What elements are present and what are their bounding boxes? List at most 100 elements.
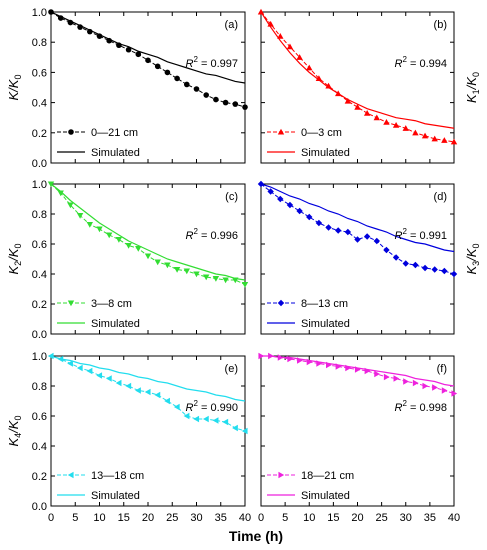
measured-point <box>431 266 438 273</box>
measured-point <box>441 267 448 275</box>
measured-point <box>325 82 332 89</box>
measured-point <box>222 99 229 106</box>
measured-point <box>96 226 103 233</box>
measured-point <box>354 103 361 110</box>
measured-point <box>412 261 419 269</box>
measured-point <box>257 180 265 188</box>
measured-point <box>296 54 303 60</box>
x-tick-label: 5 <box>282 512 288 524</box>
x-tick-label: 30 <box>190 512 202 524</box>
y-tick-label: 1.0 <box>32 351 47 363</box>
measured-point <box>76 212 84 219</box>
measured-point <box>77 24 83 30</box>
measured-point <box>173 266 181 273</box>
measured-point <box>335 90 342 97</box>
x-tick-label: 0 <box>48 512 54 524</box>
measured-point <box>354 366 361 373</box>
measured-point <box>232 101 239 107</box>
panels-layer: 0.0 0.2 0.4 0.6 0.8 1.0 (a) R2 = 0.997 0—21 cm Si… <box>6 7 481 524</box>
measured-point <box>344 228 352 236</box>
x-tick-label: 25 <box>166 512 178 524</box>
measured-point <box>450 270 458 278</box>
measured-point <box>374 370 380 378</box>
measured-point <box>106 375 112 382</box>
panel-a: 0.0 0.2 0.4 0.6 0.8 1.0 (a) R2 = 0.997 0—21 cm Si… <box>6 7 248 170</box>
y-tick-label: 1.0 <box>32 179 47 191</box>
measured-point <box>325 361 332 369</box>
measured-point <box>222 418 229 426</box>
legend-simulated-label: Simulated <box>91 147 140 159</box>
legend-measured-marker <box>68 129 74 135</box>
r-squared-label: R2 = 0.994 <box>395 55 447 70</box>
x-tick-label: 0 <box>258 512 264 524</box>
measured-point <box>125 382 132 390</box>
measured-point <box>96 372 103 379</box>
measured-point <box>373 114 380 121</box>
legend-measured-label: 8—13 cm <box>301 298 348 310</box>
measured-point <box>392 122 400 128</box>
legend-simulated-label: Simulated <box>301 318 350 330</box>
measured-point <box>57 190 64 197</box>
measured-point <box>306 213 313 221</box>
measured-point <box>96 33 103 39</box>
x-axis-label: Time (h) <box>229 528 283 544</box>
measured-point <box>373 237 380 245</box>
measured-point <box>164 397 170 405</box>
measured-point <box>306 64 313 71</box>
measured-point <box>315 219 323 227</box>
measured-point <box>154 63 161 70</box>
panel-e: 0 5 10 15 20 25 30 35 40 0.0 0.2 0.4 0.6 0.8 1.0 (e) R2 … <box>6 351 251 524</box>
measured-point <box>106 232 113 239</box>
panel-label: (c) <box>225 191 238 203</box>
measured-point <box>335 227 342 234</box>
measured-point <box>402 260 409 267</box>
legend-measured-marker <box>278 471 285 479</box>
measured-point <box>67 360 73 367</box>
x-tick-label: 10 <box>93 512 105 524</box>
measured-point <box>421 132 429 139</box>
legend-measured-label: 18—21 cm <box>301 470 354 482</box>
measured-point <box>67 202 74 209</box>
measured-point <box>277 195 284 203</box>
measured-point <box>354 236 361 243</box>
y-axis-label: K1/K0 <box>464 72 481 103</box>
series-simulated-line <box>50 11 246 84</box>
panel-label: (f) <box>437 363 447 375</box>
measured-point <box>277 354 284 361</box>
measured-point <box>164 262 171 269</box>
x-tick-label: 10 <box>303 512 315 524</box>
legend-measured-marker <box>67 471 74 479</box>
y-tick-label: 0.8 <box>32 37 47 49</box>
measured-point <box>173 403 180 411</box>
measured-point <box>344 97 352 104</box>
x-tick-label: 20 <box>142 512 154 524</box>
y-tick-label: 0.0 <box>32 158 47 170</box>
measured-point <box>363 109 371 116</box>
panel-label: (e) <box>225 363 238 375</box>
y-tick-label: 0.6 <box>32 239 47 251</box>
measured-point <box>257 8 265 15</box>
measured-point <box>135 51 142 58</box>
y-tick-label: 0.6 <box>32 411 47 423</box>
measured-point <box>193 271 200 278</box>
y-tick-label: 0.4 <box>32 98 47 110</box>
y-axis-label: K/K0 <box>6 75 23 101</box>
y-tick-label: 0.2 <box>32 128 47 140</box>
measured-point <box>212 417 219 424</box>
series-simulated-line <box>260 183 455 253</box>
x-tick-label: 25 <box>376 512 388 524</box>
measured-point <box>144 253 152 260</box>
legend-measured-marker <box>277 128 285 135</box>
measured-point <box>286 201 294 209</box>
plot-frame <box>260 11 455 164</box>
measured-point <box>267 20 274 27</box>
measured-point <box>242 104 248 110</box>
measured-point <box>106 37 112 44</box>
y-tick-label: 0.6 <box>32 67 47 79</box>
x-tick-label: 5 <box>72 512 78 524</box>
r-squared-label: R2 = 0.997 <box>186 55 238 70</box>
measured-point <box>86 221 93 228</box>
series-measured-line <box>260 11 455 143</box>
measured-point <box>154 391 161 399</box>
